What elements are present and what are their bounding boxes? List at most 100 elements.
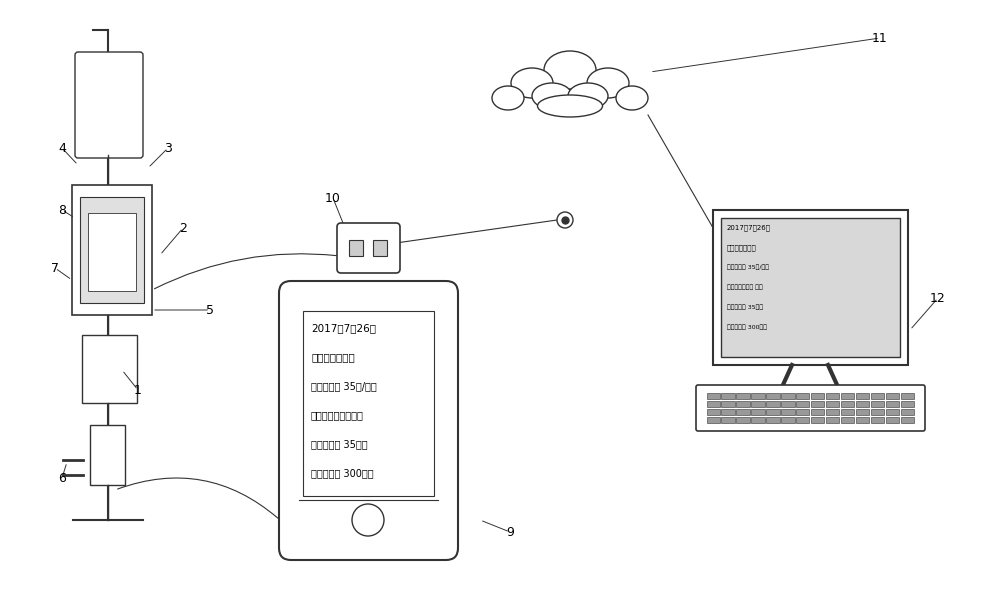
Text: 12: 12 — [930, 292, 946, 305]
Bar — [841, 400, 854, 407]
Ellipse shape — [492, 86, 524, 110]
Bar — [841, 393, 854, 399]
Bar — [766, 409, 780, 415]
Text: 当前滴速情况： 正常: 当前滴速情况： 正常 — [727, 284, 763, 290]
Bar — [811, 393, 824, 399]
Text: 5: 5 — [206, 303, 214, 317]
Bar — [871, 409, 884, 415]
Bar — [901, 409, 914, 415]
Bar — [72, 185, 152, 315]
Bar — [826, 393, 839, 399]
Bar — [781, 393, 795, 399]
Bar — [303, 311, 434, 496]
Bar — [721, 409, 735, 415]
Text: 当前滴速： 35滴/分钟: 当前滴速： 35滴/分钟 — [727, 264, 769, 270]
Text: 2: 2 — [179, 221, 187, 234]
Bar — [796, 416, 809, 423]
Bar — [811, 409, 824, 415]
Bar — [871, 416, 884, 423]
Bar — [856, 400, 869, 407]
FancyBboxPatch shape — [696, 385, 925, 431]
Bar — [781, 416, 795, 423]
Bar — [706, 393, 720, 399]
Bar — [736, 400, 750, 407]
Bar — [826, 400, 839, 407]
Bar — [706, 400, 720, 407]
Bar — [373, 240, 387, 256]
Text: 实时输液数据：: 实时输液数据： — [727, 244, 757, 250]
Bar — [781, 409, 795, 415]
Bar — [886, 400, 899, 407]
Bar — [796, 400, 809, 407]
Bar — [811, 400, 824, 407]
Bar — [721, 218, 900, 357]
Bar — [721, 393, 735, 399]
Bar — [736, 409, 750, 415]
Bar — [841, 409, 854, 415]
Text: 2017年7月26日: 2017年7月26日 — [727, 224, 771, 231]
Bar — [706, 416, 720, 423]
Bar — [88, 213, 136, 291]
Text: 当前滴速： 35滴/分钟: 当前滴速： 35滴/分钟 — [311, 381, 377, 391]
Bar — [871, 393, 884, 399]
Bar — [901, 416, 914, 423]
Ellipse shape — [544, 51, 596, 89]
Circle shape — [352, 504, 384, 536]
Ellipse shape — [587, 68, 629, 98]
Ellipse shape — [568, 83, 608, 109]
Text: 4: 4 — [58, 142, 66, 155]
Bar — [82, 335, 137, 403]
Bar — [766, 400, 780, 407]
Ellipse shape — [616, 86, 648, 110]
Bar — [856, 409, 869, 415]
Text: 9: 9 — [506, 525, 514, 538]
Text: 1: 1 — [134, 384, 142, 396]
Bar — [751, 416, 765, 423]
Text: 11: 11 — [872, 32, 888, 45]
Bar — [901, 393, 914, 399]
Bar — [841, 416, 854, 423]
Bar — [721, 416, 735, 423]
Bar — [796, 393, 809, 399]
Bar — [886, 416, 899, 423]
Bar — [766, 416, 780, 423]
Text: 还剩时间： 35分钟: 还剩时间： 35分钟 — [311, 439, 368, 449]
Bar — [796, 409, 809, 415]
Text: 还剩时间： 35分钟: 还剩时间： 35分钟 — [727, 304, 763, 309]
Text: 8: 8 — [58, 203, 66, 217]
Ellipse shape — [511, 68, 553, 98]
Bar — [781, 400, 795, 407]
Bar — [706, 409, 720, 415]
Bar — [766, 393, 780, 399]
Bar — [901, 400, 914, 407]
Bar — [856, 393, 869, 399]
Bar — [826, 416, 839, 423]
Text: 3: 3 — [164, 142, 172, 155]
Bar — [811, 416, 824, 423]
Bar — [826, 409, 839, 415]
Text: 6: 6 — [58, 471, 66, 484]
FancyBboxPatch shape — [75, 52, 143, 158]
Text: 2017年7月26日: 2017年7月26日 — [311, 323, 376, 333]
Text: 当前滴速情况：正常: 当前滴速情况：正常 — [311, 410, 364, 420]
Text: 10: 10 — [325, 192, 341, 205]
Bar — [871, 400, 884, 407]
Bar — [751, 400, 765, 407]
Bar — [751, 393, 765, 399]
Bar — [736, 393, 750, 399]
FancyBboxPatch shape — [279, 281, 458, 560]
FancyBboxPatch shape — [337, 223, 400, 273]
Bar — [886, 393, 899, 399]
Ellipse shape — [532, 83, 572, 109]
Text: 7: 7 — [51, 261, 59, 274]
Bar — [721, 400, 735, 407]
Bar — [90, 425, 125, 485]
Bar — [736, 416, 750, 423]
Circle shape — [557, 212, 573, 228]
Bar — [713, 210, 908, 365]
Bar — [886, 409, 899, 415]
Bar — [80, 197, 144, 303]
Ellipse shape — [538, 95, 602, 117]
Text: 实时输液数据：: 实时输液数据： — [311, 352, 355, 362]
Bar — [751, 409, 765, 415]
